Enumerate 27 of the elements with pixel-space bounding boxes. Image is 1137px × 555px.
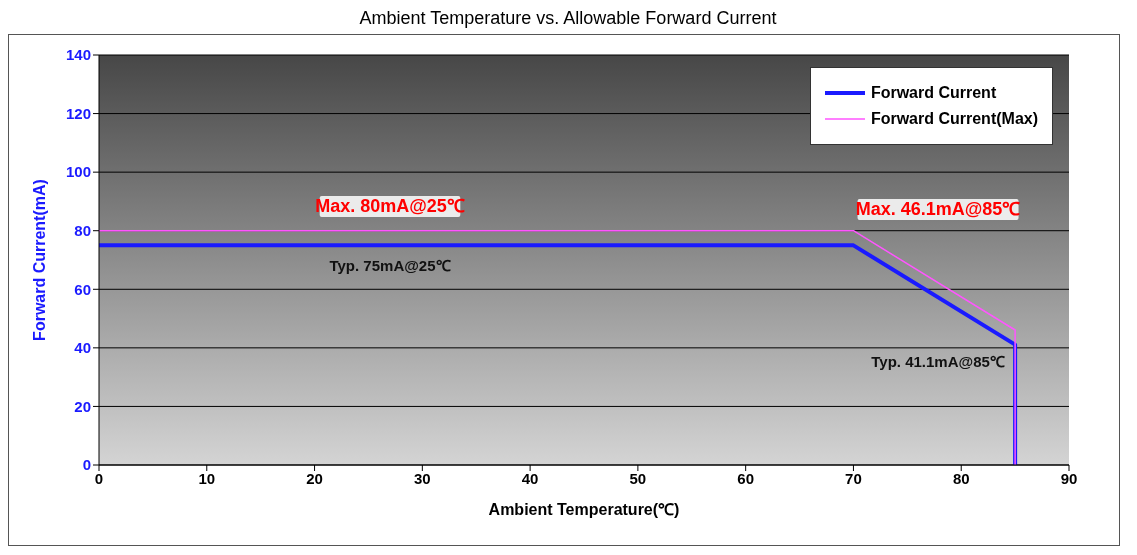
annotation: Typ. 41.1mA@85℃: [871, 352, 1005, 370]
y-tick-label: 0: [82, 456, 91, 474]
x-tick-label: 40: [521, 469, 539, 487]
y-tick-label: 120: [65, 104, 91, 122]
x-tick-label: 10: [198, 469, 216, 487]
legend-label: Forward Current(Max): [870, 110, 1038, 128]
x-tick-label: 60: [737, 469, 755, 487]
y-tick-label: 40: [74, 339, 91, 357]
y-tick-label: 100: [65, 163, 91, 181]
x-tick-label: 30: [413, 469, 431, 487]
annotation: Max. 80mA@25℃: [315, 196, 465, 217]
annotation: Max. 46.1mA@85℃: [855, 198, 1021, 219]
y-tick-label: 60: [74, 280, 91, 298]
x-axis-title: Ambient Temperature(℃): [488, 501, 680, 518]
annotation: Typ. 75mA@25℃: [329, 257, 451, 275]
y-tick-label: 140: [65, 46, 91, 64]
x-tick-label: 50: [629, 469, 647, 487]
y-tick-label: 20: [74, 397, 91, 415]
x-tick-label: 90: [1060, 469, 1078, 487]
x-tick-label: 80: [952, 469, 970, 487]
y-axis-title: Forward Current(mA): [30, 179, 48, 341]
x-tick-label: 20: [306, 469, 323, 487]
chart-title: Ambient Temperature vs. Allowable Forward Current: [358, 8, 778, 30]
x-tick-label: 0: [94, 469, 104, 487]
legend-label: Forward Current: [870, 84, 997, 102]
y-tick-label: 80: [74, 222, 91, 240]
x-tick-label: 70: [845, 469, 862, 487]
